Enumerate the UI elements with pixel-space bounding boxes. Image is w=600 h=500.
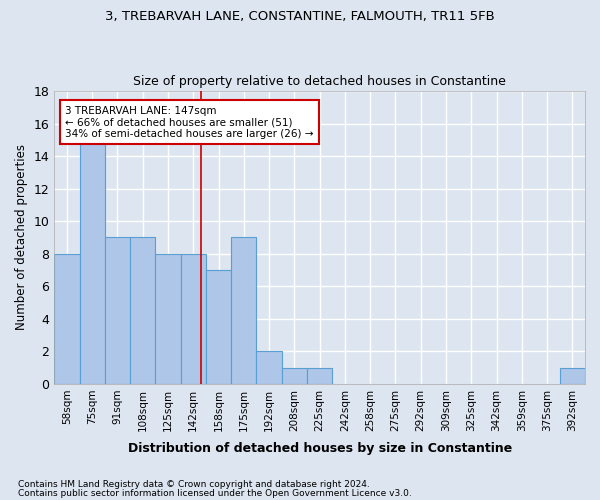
- Bar: [256, 352, 282, 384]
- Text: Contains public sector information licensed under the Open Government Licence v3: Contains public sector information licen…: [18, 488, 412, 498]
- Bar: [130, 238, 155, 384]
- Text: 3 TREBARVAH LANE: 147sqm
← 66% of detached houses are smaller (51)
34% of semi-d: 3 TREBARVAH LANE: 147sqm ← 66% of detach…: [65, 106, 313, 139]
- X-axis label: Distribution of detached houses by size in Constantine: Distribution of detached houses by size …: [128, 442, 512, 455]
- Bar: [181, 254, 206, 384]
- Bar: [282, 368, 307, 384]
- Bar: [54, 254, 80, 384]
- Bar: [155, 254, 181, 384]
- Bar: [206, 270, 231, 384]
- Bar: [231, 238, 256, 384]
- Title: Size of property relative to detached houses in Constantine: Size of property relative to detached ho…: [133, 76, 506, 88]
- Text: Contains HM Land Registry data © Crown copyright and database right 2024.: Contains HM Land Registry data © Crown c…: [18, 480, 370, 489]
- Bar: [307, 368, 332, 384]
- Y-axis label: Number of detached properties: Number of detached properties: [15, 144, 28, 330]
- Bar: [80, 140, 105, 384]
- Bar: [105, 238, 130, 384]
- Bar: [560, 368, 585, 384]
- Text: 3, TREBARVAH LANE, CONSTANTINE, FALMOUTH, TR11 5FB: 3, TREBARVAH LANE, CONSTANTINE, FALMOUTH…: [105, 10, 495, 23]
